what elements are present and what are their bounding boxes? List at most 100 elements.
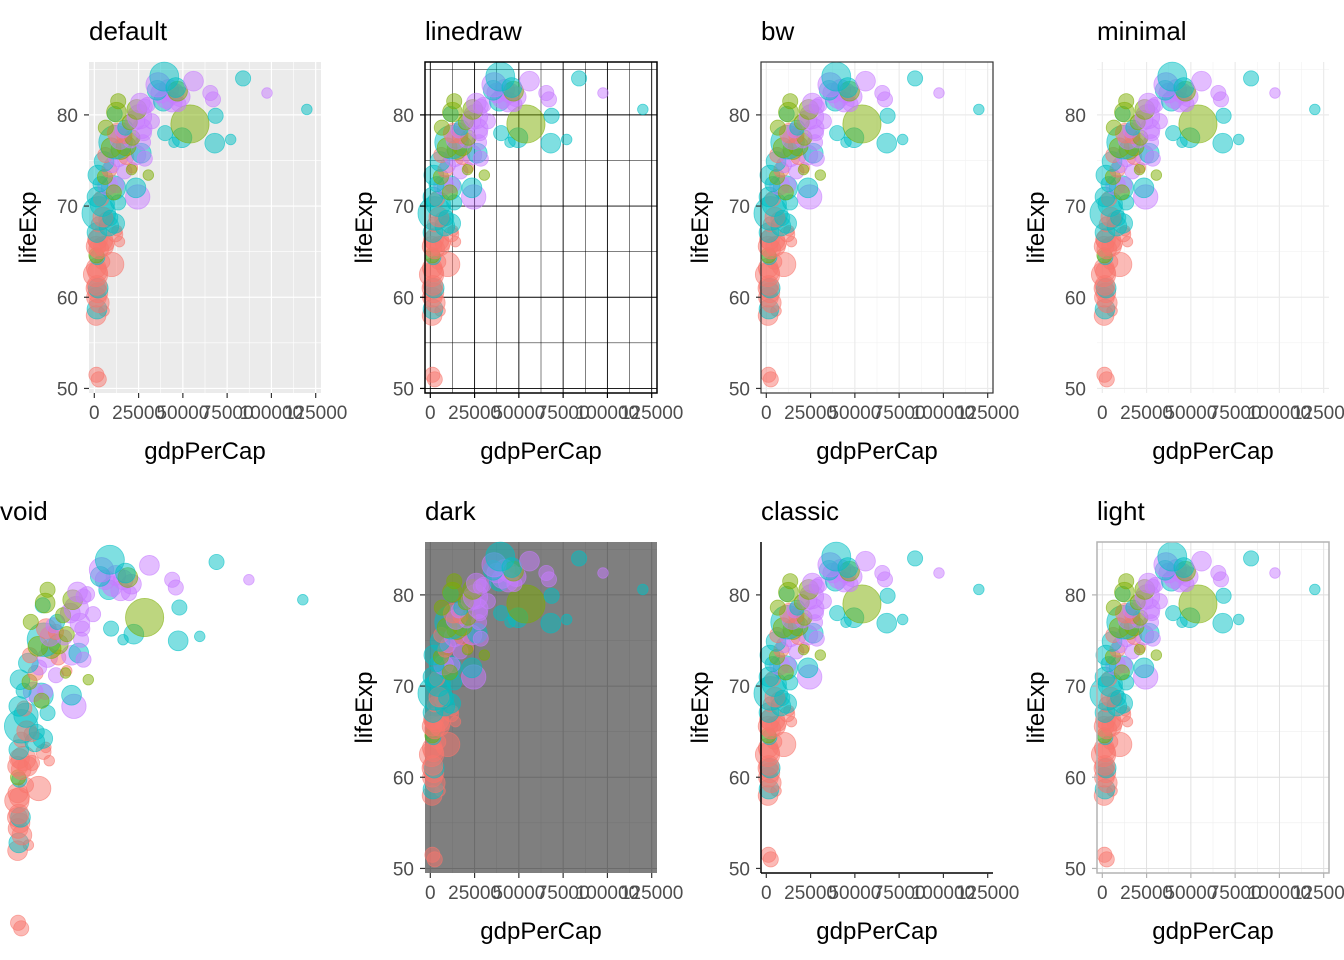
data-point xyxy=(441,184,458,201)
data-point xyxy=(139,555,160,576)
y-axis-title: lifeExp xyxy=(1023,191,1050,263)
y-tick-label: 80 xyxy=(393,106,414,127)
data-point xyxy=(1178,104,1218,144)
data-point xyxy=(485,61,516,92)
data-point xyxy=(1232,133,1245,146)
panel-border xyxy=(424,61,658,394)
data-point xyxy=(22,613,39,630)
data-point xyxy=(1133,177,1155,199)
data-point xyxy=(13,920,30,937)
data-point xyxy=(1269,87,1281,99)
data-point xyxy=(637,103,649,116)
data-point xyxy=(142,169,155,181)
data-point xyxy=(1133,657,1155,679)
x-tick-label: 25000 xyxy=(448,403,501,424)
x-tick-label: 100000 xyxy=(912,403,975,424)
data-point xyxy=(105,184,122,201)
data-point xyxy=(933,567,945,579)
data-point xyxy=(1309,103,1321,116)
x-tick-label: 0 xyxy=(761,403,772,424)
data-point xyxy=(973,583,985,596)
panel-title: dark xyxy=(425,496,477,526)
data-point xyxy=(797,163,810,176)
y-axis-title: lifeExp xyxy=(351,191,378,263)
panel-title: minimal xyxy=(1097,16,1187,46)
y-tick-label: 70 xyxy=(393,677,414,698)
data-point xyxy=(762,851,779,868)
panel-default: default 0 25000 50000 75000 100000 125000 50 60 7… xyxy=(0,0,347,480)
y-tick-label: 70 xyxy=(393,197,414,218)
x-tick-label: 25000 xyxy=(448,883,501,904)
x-tick-label: 50000 xyxy=(1164,403,1217,424)
y-tick-label: 80 xyxy=(729,106,750,127)
panel-title: classic xyxy=(761,496,839,526)
data-point xyxy=(874,565,891,582)
data-point xyxy=(466,92,487,114)
y-tick-label: 70 xyxy=(1065,197,1086,218)
data-point xyxy=(235,70,252,87)
panel-dark: dark 0 25000 50000 75000 100000 125000 50 60 70 80… xyxy=(336,480,683,960)
panel-title: linedraw xyxy=(425,16,522,46)
data-point xyxy=(571,70,588,87)
data-point xyxy=(125,163,138,176)
data-point xyxy=(164,571,181,588)
data-point xyxy=(170,104,210,144)
data-point xyxy=(472,630,489,647)
x-tick-label: 0 xyxy=(425,403,436,424)
data-point xyxy=(543,587,560,604)
data-point xyxy=(103,620,120,637)
data-point xyxy=(842,104,882,144)
x-tick-label: 0 xyxy=(761,883,772,904)
data-point xyxy=(855,550,876,572)
data-point xyxy=(1309,583,1321,596)
x-tick-label: 50000 xyxy=(492,403,545,424)
data-point xyxy=(1232,613,1245,626)
x-tick-label: 125000 xyxy=(620,883,683,904)
x-tick-label: 50000 xyxy=(828,883,881,904)
data-point xyxy=(802,572,823,594)
data-point xyxy=(597,567,609,579)
data-point xyxy=(33,692,50,709)
y-axis-title: lifeExp xyxy=(351,671,378,743)
y-tick-label: 50 xyxy=(1065,859,1086,880)
data-point xyxy=(1212,132,1234,154)
data-point xyxy=(777,184,794,201)
y-tick-label: 80 xyxy=(1065,586,1086,607)
data-point xyxy=(167,630,189,652)
data-point xyxy=(933,87,945,99)
data-point xyxy=(1215,107,1232,124)
data-point xyxy=(876,612,898,634)
data-point xyxy=(1105,599,1122,616)
data-point xyxy=(1215,587,1232,604)
data-point xyxy=(1138,572,1159,594)
data-point xyxy=(506,584,546,624)
data-point xyxy=(1113,184,1130,201)
data-point xyxy=(538,565,555,582)
data-point xyxy=(571,550,588,567)
data-point xyxy=(907,70,924,87)
y-tick-label: 50 xyxy=(729,859,750,880)
y-axis-title: lifeExp xyxy=(687,191,714,263)
data-point xyxy=(433,119,450,136)
data-point xyxy=(1243,70,1260,87)
data-point xyxy=(506,104,546,144)
data-point xyxy=(797,643,810,656)
x-axis-title: gdpPerCap xyxy=(1152,918,1273,945)
data-point xyxy=(125,597,165,637)
x-tick-label: 0 xyxy=(425,883,436,904)
data-point xyxy=(461,177,483,199)
data-point xyxy=(433,599,450,616)
x-tick-label: 125000 xyxy=(1292,883,1344,904)
data-point xyxy=(1157,61,1188,92)
y-tick-label: 70 xyxy=(729,677,750,698)
panel-title: light xyxy=(1097,496,1145,526)
x-tick-label: 125000 xyxy=(284,403,347,424)
data-point xyxy=(59,667,72,679)
panel-border xyxy=(1096,541,1330,874)
data-point xyxy=(879,587,896,604)
